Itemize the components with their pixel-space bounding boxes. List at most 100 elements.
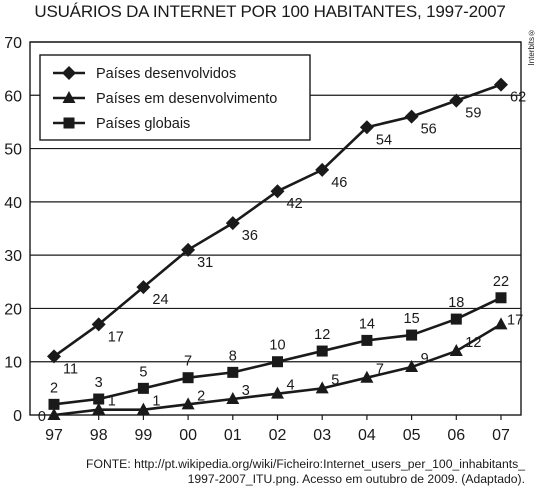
square-marker bbox=[272, 356, 283, 368]
data-label: 9 bbox=[421, 351, 429, 367]
x-tick-label: 03 bbox=[313, 427, 331, 444]
data-label: 5 bbox=[139, 364, 147, 380]
y-tick-label: 50 bbox=[4, 142, 22, 159]
source-line-2: 1997-2007_ITU.png. Acesso em outubro de … bbox=[187, 472, 525, 486]
triangle-marker bbox=[405, 360, 419, 373]
square-marker bbox=[227, 366, 239, 378]
data-label: 31 bbox=[197, 255, 213, 271]
y-tick-label: 20 bbox=[4, 301, 22, 318]
y-tick-label: 70 bbox=[4, 35, 22, 52]
legend-diamond-marker bbox=[62, 66, 76, 80]
y-tick-label: 0 bbox=[13, 408, 22, 425]
data-label: 8 bbox=[229, 348, 237, 364]
diamond-marker bbox=[359, 120, 374, 135]
square-marker bbox=[406, 329, 418, 341]
square-marker bbox=[450, 313, 462, 325]
data-label: 62 bbox=[510, 90, 526, 106]
data-label: 10 bbox=[269, 338, 285, 354]
x-tick-label: 97 bbox=[45, 427, 63, 444]
x-tick-label: 06 bbox=[447, 427, 465, 444]
legend-square-marker bbox=[63, 117, 75, 129]
x-tick-label: 00 bbox=[179, 427, 197, 444]
legend-triangle-marker bbox=[62, 91, 76, 103]
diamond-marker bbox=[494, 77, 508, 92]
y-tick-label: 60 bbox=[4, 88, 22, 105]
data-label: 1 bbox=[108, 394, 116, 410]
square-marker bbox=[316, 345, 328, 357]
diamond-marker bbox=[449, 93, 464, 108]
plot-frame bbox=[29, 41, 522, 416]
legend-label: Países desenvolvidos bbox=[96, 66, 236, 82]
diamond-marker bbox=[270, 184, 285, 199]
data-label: 18 bbox=[448, 295, 464, 311]
data-label: 24 bbox=[152, 292, 168, 308]
data-label: 17 bbox=[108, 329, 124, 345]
data-label: 15 bbox=[404, 311, 420, 327]
square-marker bbox=[495, 292, 507, 304]
triangle-marker bbox=[181, 397, 195, 410]
legend-label: Países em desenvolvimento bbox=[96, 91, 277, 107]
square-marker bbox=[93, 393, 105, 405]
x-tick-label: 98 bbox=[90, 427, 108, 444]
data-label: 3 bbox=[95, 375, 103, 391]
square-marker bbox=[182, 372, 194, 384]
triangle-marker bbox=[494, 317, 508, 330]
triangle-marker bbox=[226, 392, 240, 405]
y-tick-label: 10 bbox=[4, 355, 22, 372]
chart-title: USUÁRIOS DA INTERNET POR 100 HABITANTES,… bbox=[34, 2, 506, 21]
data-label: 2 bbox=[50, 380, 58, 396]
x-tick-label: 05 bbox=[403, 427, 421, 444]
data-label: 2 bbox=[197, 388, 205, 404]
data-label: 14 bbox=[359, 316, 375, 332]
triangle-marker bbox=[315, 381, 329, 394]
square-marker bbox=[137, 382, 149, 394]
y-tick-label: 40 bbox=[4, 195, 22, 212]
diamond-marker bbox=[225, 216, 240, 231]
x-tick-label: 01 bbox=[224, 427, 242, 444]
data-label: 46 bbox=[331, 175, 347, 191]
triangle-marker bbox=[136, 402, 150, 415]
diamond-marker bbox=[136, 280, 151, 295]
triangle-marker bbox=[92, 402, 106, 415]
diamond-marker bbox=[315, 162, 330, 177]
data-label: 54 bbox=[376, 132, 392, 148]
x-tick-label: 07 bbox=[492, 427, 510, 444]
x-tick-label: 04 bbox=[358, 427, 376, 444]
triangle-marker bbox=[360, 370, 374, 383]
source-line-1: FONTE: http://pt.wikipedia.org/wiki/Fich… bbox=[86, 457, 525, 471]
data-label: 5 bbox=[331, 372, 339, 388]
square-marker bbox=[48, 398, 60, 410]
publisher-credit: Interbits® bbox=[527, 28, 536, 66]
data-label: 11 bbox=[63, 361, 78, 377]
x-tick-label: 99 bbox=[135, 427, 153, 444]
data-label: 22 bbox=[493, 274, 509, 290]
y-tick-label: 30 bbox=[4, 248, 22, 265]
source-note: FONTE: http://pt.wikipedia.org/wiki/Fich… bbox=[20, 457, 525, 487]
square-marker bbox=[361, 334, 373, 346]
diamond-marker bbox=[181, 242, 196, 257]
data-label: 12 bbox=[314, 327, 330, 343]
legend: Países desenvolvidos Países em desenvolvi… bbox=[39, 54, 311, 141]
legend-label: Países globais bbox=[96, 116, 190, 132]
data-label: 0 bbox=[38, 409, 46, 425]
data-label: 12 bbox=[465, 335, 481, 351]
x-tick-label: 02 bbox=[269, 427, 287, 444]
data-label: 7 bbox=[184, 354, 192, 370]
data-label: 1 bbox=[152, 394, 160, 410]
series bbox=[47, 77, 508, 420]
diamond-marker bbox=[91, 317, 106, 332]
triangle-marker bbox=[449, 344, 463, 357]
triangle-marker bbox=[47, 408, 61, 420]
data-label: 4 bbox=[287, 378, 295, 394]
diamond-marker bbox=[404, 109, 419, 124]
diamond-marker bbox=[47, 349, 61, 364]
data-label: 36 bbox=[242, 228, 258, 244]
data-label: 3 bbox=[242, 383, 250, 399]
data-label: 56 bbox=[421, 122, 437, 138]
data-label: 42 bbox=[287, 196, 303, 212]
data-label: 59 bbox=[465, 106, 481, 122]
data-label: 7 bbox=[376, 362, 384, 378]
